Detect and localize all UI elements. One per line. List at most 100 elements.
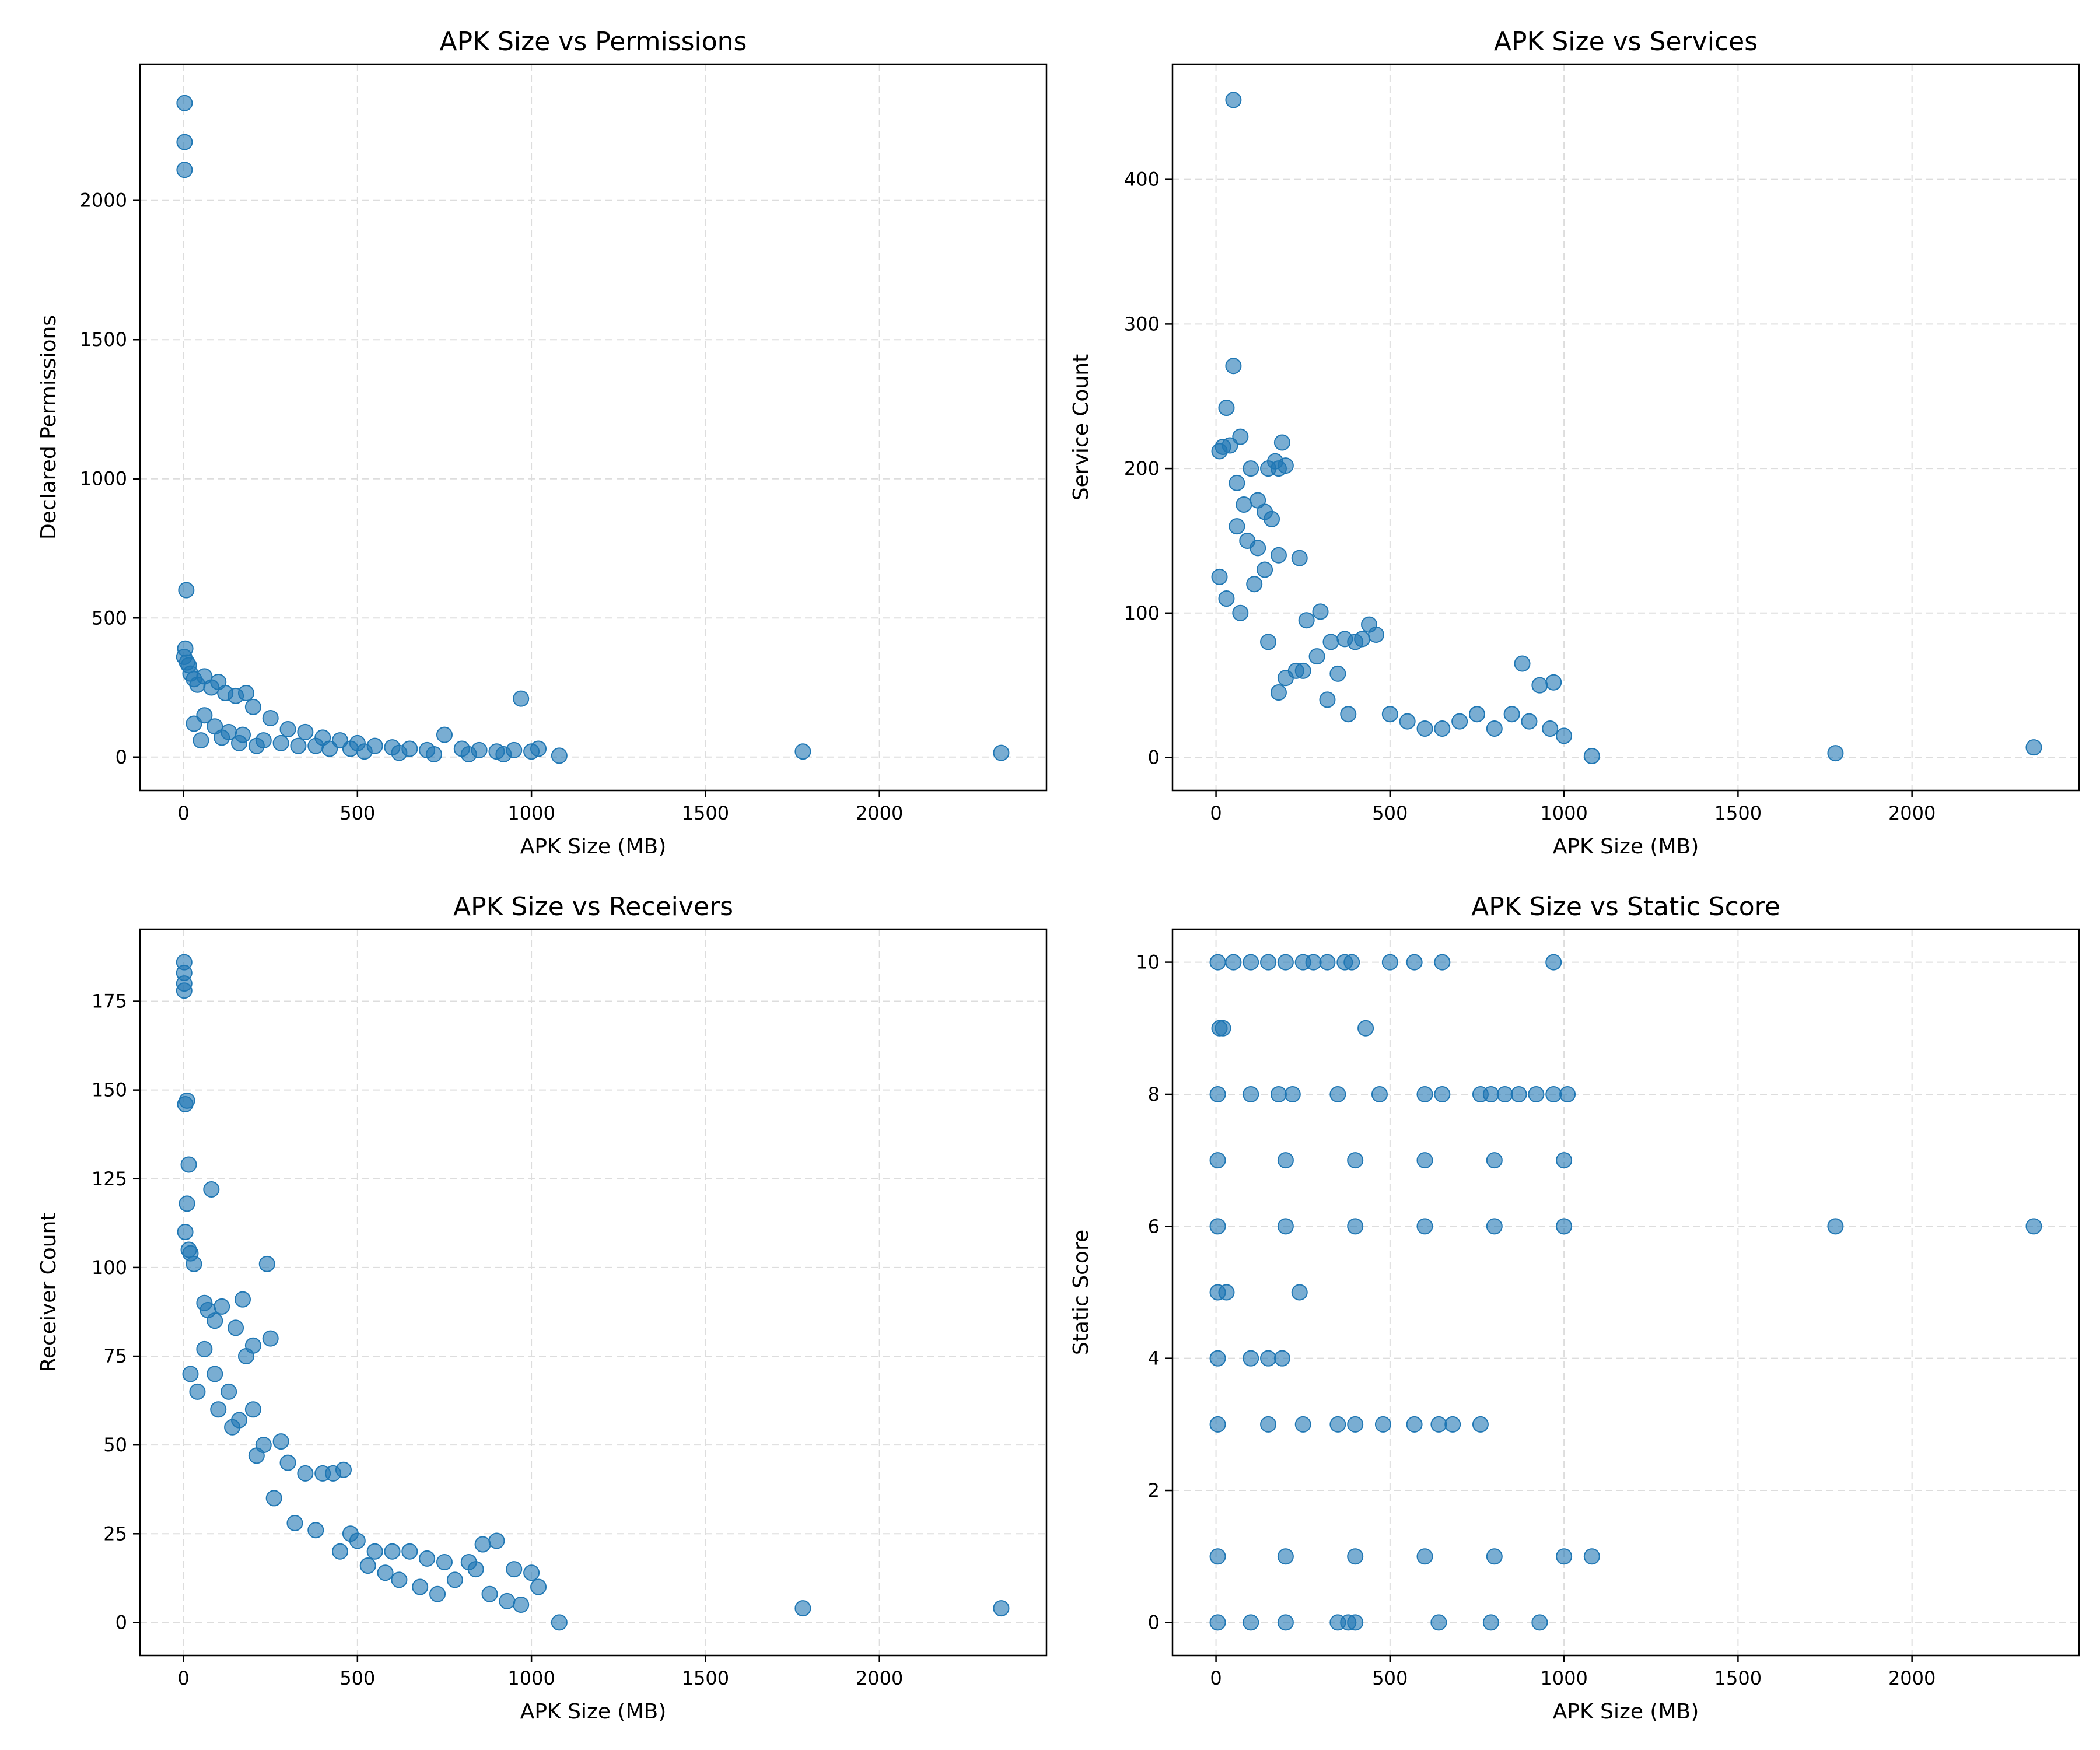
- y-tick-label: 0: [116, 746, 127, 768]
- data-point: [262, 1330, 279, 1347]
- y-tick-label: 4: [1148, 1348, 1160, 1370]
- data-point: [1236, 496, 1252, 513]
- data-point: [248, 737, 265, 754]
- data-point: [290, 737, 307, 754]
- data-point: [1583, 748, 1600, 765]
- data-point: [1277, 457, 1294, 474]
- data-point: [1209, 1218, 1226, 1235]
- data-point: [1347, 1614, 1364, 1631]
- data-point: [176, 134, 193, 150]
- data-point: [1305, 954, 1322, 971]
- data-point: [1294, 662, 1311, 679]
- data-point: [1209, 1548, 1226, 1565]
- data-point: [993, 744, 1010, 761]
- data-point: [1521, 713, 1538, 730]
- data-point: [1242, 1086, 1259, 1102]
- data-point: [523, 1564, 540, 1581]
- data-point: [1218, 1284, 1235, 1301]
- data-point: [1211, 568, 1228, 585]
- x-tick-label: 1000: [1540, 802, 1587, 824]
- x-axis-label: APK Size (MB): [520, 1700, 667, 1724]
- x-tick-label: 500: [340, 1667, 375, 1689]
- data-point: [1209, 1086, 1226, 1102]
- data-point: [224, 1419, 241, 1436]
- data-point: [993, 1600, 1010, 1617]
- x-tick-label: 1500: [1714, 802, 1762, 824]
- y-tick-label: 0: [116, 1611, 127, 1633]
- data-point: [551, 1614, 568, 1631]
- data-point: [1218, 590, 1235, 607]
- y-tick-label: 1000: [80, 468, 127, 490]
- data-point: [513, 690, 530, 707]
- y-tick-label: 50: [103, 1434, 127, 1456]
- data-point: [1242, 954, 1259, 971]
- data-point: [1367, 626, 1384, 643]
- data-point: [1232, 604, 1249, 621]
- data-point: [332, 1543, 349, 1560]
- data-point: [214, 1298, 230, 1315]
- chart-title: APK Size vs Permissions: [440, 27, 747, 57]
- data-point: [530, 1578, 547, 1595]
- data-point: [391, 1572, 408, 1588]
- data-point: [1298, 612, 1315, 629]
- data-point: [506, 1561, 523, 1578]
- data-point: [429, 1586, 446, 1602]
- data-point: [237, 1348, 254, 1365]
- x-tick-label: 1500: [682, 1667, 729, 1689]
- data-point: [1416, 1086, 1433, 1102]
- data-point: [228, 1320, 244, 1336]
- data-point: [186, 1255, 202, 1272]
- chart-panel-2: 0 500 1000 1500 2000 0 100 200 300 400 APK Size vs…: [1069, 27, 2080, 859]
- data-point: [1347, 1416, 1364, 1433]
- data-point: [419, 1550, 436, 1567]
- data-point: [1528, 1086, 1545, 1102]
- data-point: [1209, 1350, 1226, 1367]
- data-point: [1343, 954, 1360, 971]
- data-point: [203, 1181, 220, 1198]
- data-point: [231, 734, 248, 751]
- chart-panel-1: 0 500 1000 1500 2000 0 500 1000 1500 2000 APK Size…: [37, 27, 1048, 859]
- data-point: [495, 746, 512, 762]
- data-point: [1827, 1218, 1844, 1235]
- y-tick-label: 2: [1148, 1479, 1160, 1502]
- data-point: [1486, 720, 1503, 737]
- plot-frame: [1171, 63, 2080, 792]
- data-point: [1291, 1284, 1308, 1301]
- data-point: [1406, 954, 1423, 971]
- data-point: [1357, 1020, 1374, 1037]
- data-point: [1434, 720, 1451, 737]
- x-tick-label: 500: [340, 802, 375, 824]
- data-point: [1486, 1218, 1503, 1235]
- data-point: [1434, 954, 1451, 971]
- data-point: [1451, 713, 1468, 730]
- data-point: [1486, 1548, 1503, 1565]
- data-point: [176, 162, 193, 178]
- data-point: [1239, 532, 1256, 549]
- data-point: [1531, 677, 1548, 694]
- data-point: [192, 732, 209, 749]
- data-point: [335, 1461, 352, 1478]
- data-point: [234, 1291, 251, 1308]
- data-point: [1340, 706, 1357, 723]
- y-axis-label: Receiver Count: [37, 1212, 61, 1372]
- data-point: [1260, 1416, 1277, 1433]
- data-point: [794, 1600, 811, 1617]
- data-point: [279, 1454, 296, 1471]
- data-point: [1319, 691, 1336, 708]
- data-point: [1486, 1152, 1503, 1169]
- x-tick-label: 0: [177, 802, 189, 824]
- data-point: [210, 1401, 227, 1418]
- data-point: [1496, 1086, 1513, 1102]
- data-point: [262, 709, 279, 726]
- x-tick-label: 2000: [1888, 1667, 1936, 1689]
- data-point: [1225, 92, 1242, 108]
- data-point: [377, 1564, 394, 1581]
- x-axis-label: APK Size (MB): [1553, 1700, 1699, 1724]
- data-point: [1381, 706, 1398, 723]
- x-tick-label: 0: [1210, 1667, 1222, 1689]
- x-axis-label: APK Size (MB): [1553, 835, 1699, 859]
- x-tick-label: 1000: [508, 802, 555, 824]
- scatter-points: [1211, 92, 2042, 765]
- data-point: [206, 1366, 223, 1382]
- data-point: [196, 1340, 213, 1357]
